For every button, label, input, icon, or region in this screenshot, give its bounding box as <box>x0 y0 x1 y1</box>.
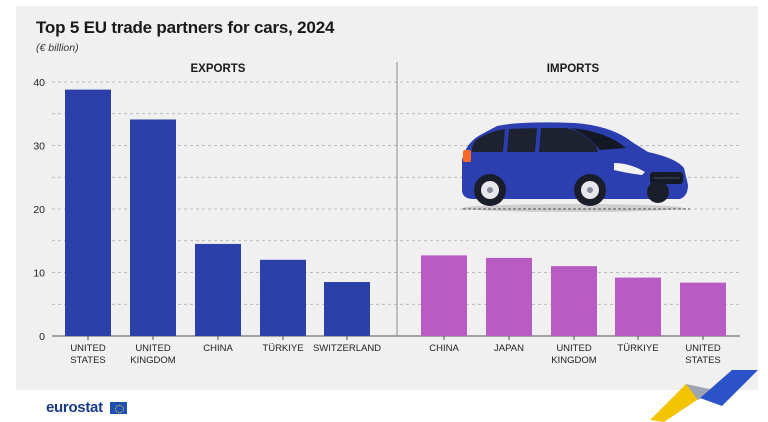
eu-flag-icon <box>110 402 127 414</box>
imports-bar <box>486 257 532 336</box>
imports-category-label: JAPAN <box>494 343 524 354</box>
imports-category-label: CHINA <box>429 343 459 354</box>
exports-panel-title: EXPORTS <box>191 63 246 75</box>
car-illustration <box>462 122 690 212</box>
imports-category-label: STATES <box>685 355 721 366</box>
exports-category-label: TÜRKIYE <box>262 343 303 354</box>
exports-bar <box>65 89 111 337</box>
imports-bar <box>680 282 726 336</box>
imports-category-label: UNITED <box>556 343 592 354</box>
y-axis-ticks: 0 10 20 30 40 <box>33 77 45 343</box>
imports-category-label: KINGDOM <box>551 355 596 366</box>
imports-bar <box>421 255 467 336</box>
imports-bar <box>615 277 661 336</box>
corner-ribbon-graphic <box>650 370 758 422</box>
imports-category-label: UNITED <box>685 343 721 354</box>
exports-category-label: STATES <box>70 355 106 366</box>
imports-category-label: TÜRKIYE <box>617 343 658 354</box>
y-tick-label: 30 <box>33 141 45 153</box>
bars <box>65 89 726 337</box>
chart-subtitle: (€ billion) <box>36 42 79 54</box>
y-tick-label: 10 <box>33 268 45 280</box>
imports-panel-title: IMPORTS <box>547 63 600 75</box>
y-tick-label: 40 <box>33 77 45 89</box>
exports-bar <box>260 259 306 336</box>
y-tick-label: 20 <box>33 204 45 216</box>
y-tick-label: 0 <box>39 331 45 343</box>
exports-bar <box>324 282 370 336</box>
exports-category-label: UNITED <box>135 343 171 354</box>
imports-bar <box>551 266 597 336</box>
exports-bar <box>130 119 176 336</box>
exports-category-label: CHINA <box>203 343 233 354</box>
eurostat-logo: eurostat <box>46 399 103 416</box>
exports-category-label: KINGDOM <box>130 355 175 366</box>
chart-title: Top 5 EU trade partners for cars, 2024 <box>36 18 335 37</box>
exports-category-label: SWITZERLAND <box>313 343 381 354</box>
exports-category-label: UNITED <box>70 343 106 354</box>
exports-bar <box>195 243 241 336</box>
